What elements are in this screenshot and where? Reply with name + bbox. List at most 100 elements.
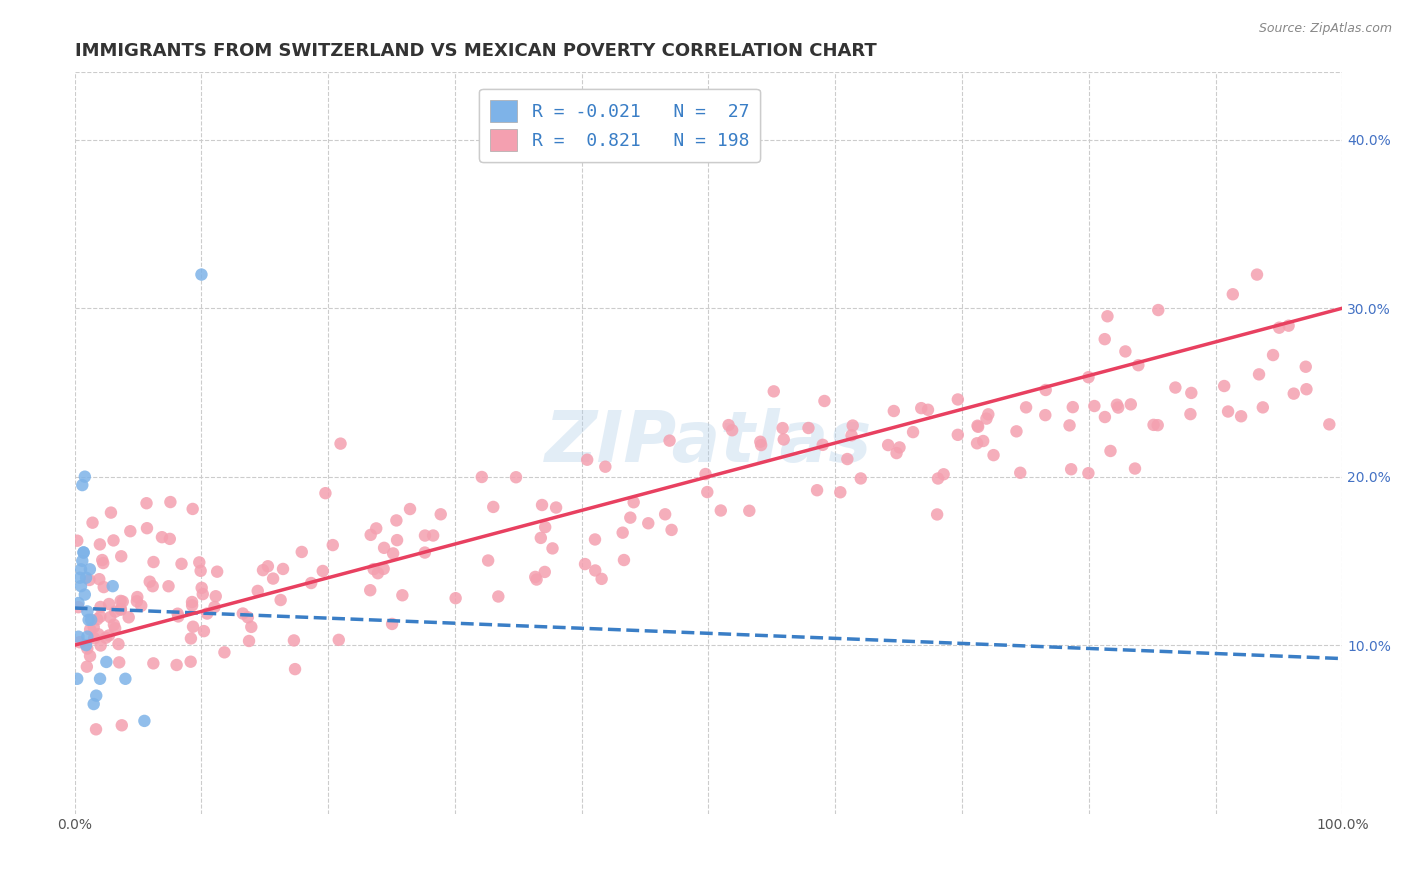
Point xyxy=(1083,399,1105,413)
Point xyxy=(87,627,110,641)
Point xyxy=(89,609,111,624)
Point xyxy=(595,459,617,474)
Point xyxy=(373,562,395,576)
Point xyxy=(159,532,181,546)
Point xyxy=(283,633,305,648)
Point xyxy=(96,655,118,669)
Point xyxy=(422,528,444,542)
Point xyxy=(246,583,269,598)
Point xyxy=(531,498,554,512)
Point xyxy=(1107,401,1129,415)
Point xyxy=(84,689,107,703)
Point xyxy=(180,632,202,646)
Point xyxy=(103,617,125,632)
Point xyxy=(972,434,994,448)
Point xyxy=(236,610,259,624)
Point xyxy=(1282,386,1305,401)
Point xyxy=(837,452,859,467)
Point xyxy=(927,471,949,485)
Point xyxy=(157,579,180,593)
Text: IMMIGRANTS FROM SWITZERLAND VS MEXICAN POVERTY CORRELATION CHART: IMMIGRANTS FROM SWITZERLAND VS MEXICAN P… xyxy=(75,42,876,60)
Point xyxy=(91,556,114,570)
Point xyxy=(841,418,863,433)
Point xyxy=(167,609,190,624)
Point xyxy=(1180,385,1202,400)
Point xyxy=(1128,358,1150,372)
Point xyxy=(232,607,254,621)
Point xyxy=(806,483,828,498)
Point xyxy=(83,697,105,711)
Point xyxy=(103,533,125,548)
Point xyxy=(328,632,350,647)
Point xyxy=(721,423,744,437)
Point xyxy=(270,593,292,607)
Point xyxy=(359,583,381,598)
Point xyxy=(381,617,404,632)
Point xyxy=(80,613,103,627)
Point xyxy=(1295,382,1317,396)
Point xyxy=(526,573,548,587)
Point xyxy=(75,638,97,652)
Point xyxy=(93,580,115,594)
Point xyxy=(1077,370,1099,384)
Point xyxy=(710,503,733,517)
Point xyxy=(125,594,148,608)
Point xyxy=(738,504,761,518)
Point xyxy=(314,486,336,500)
Point xyxy=(79,562,101,576)
Point xyxy=(89,537,111,551)
Point xyxy=(66,672,89,686)
Point xyxy=(966,436,988,450)
Point xyxy=(322,538,344,552)
Point xyxy=(76,641,98,656)
Point xyxy=(110,602,132,616)
Point xyxy=(399,502,422,516)
Point xyxy=(813,394,835,409)
Point xyxy=(89,572,111,586)
Point xyxy=(262,572,284,586)
Point xyxy=(76,630,98,644)
Point xyxy=(1119,397,1142,411)
Point xyxy=(108,656,131,670)
Point xyxy=(413,528,436,542)
Point xyxy=(849,471,872,485)
Point xyxy=(329,436,352,450)
Point xyxy=(1062,400,1084,414)
Point xyxy=(110,594,132,608)
Point xyxy=(811,438,834,452)
Point xyxy=(1317,417,1340,432)
Point xyxy=(204,599,226,614)
Point xyxy=(73,588,96,602)
Point xyxy=(886,446,908,460)
Point xyxy=(79,573,101,587)
Point xyxy=(385,513,408,527)
Point xyxy=(772,433,794,447)
Point xyxy=(363,562,385,576)
Point xyxy=(98,610,121,624)
Point xyxy=(391,588,413,602)
Point xyxy=(72,478,94,492)
Point xyxy=(69,635,91,649)
Point xyxy=(136,521,159,535)
Point xyxy=(1077,466,1099,480)
Point xyxy=(583,533,606,547)
Point xyxy=(79,623,101,637)
Point xyxy=(534,520,557,534)
Point xyxy=(69,571,91,585)
Point xyxy=(134,714,156,728)
Point xyxy=(190,564,212,578)
Point xyxy=(541,541,564,556)
Point xyxy=(1213,379,1236,393)
Point xyxy=(574,557,596,571)
Point xyxy=(142,579,165,593)
Point xyxy=(181,620,204,634)
Point xyxy=(654,508,676,522)
Point xyxy=(619,510,641,524)
Point xyxy=(83,620,105,634)
Point xyxy=(101,579,124,593)
Point xyxy=(142,657,165,671)
Point xyxy=(1251,401,1274,415)
Point xyxy=(181,599,204,613)
Point xyxy=(486,590,509,604)
Point xyxy=(193,624,215,639)
